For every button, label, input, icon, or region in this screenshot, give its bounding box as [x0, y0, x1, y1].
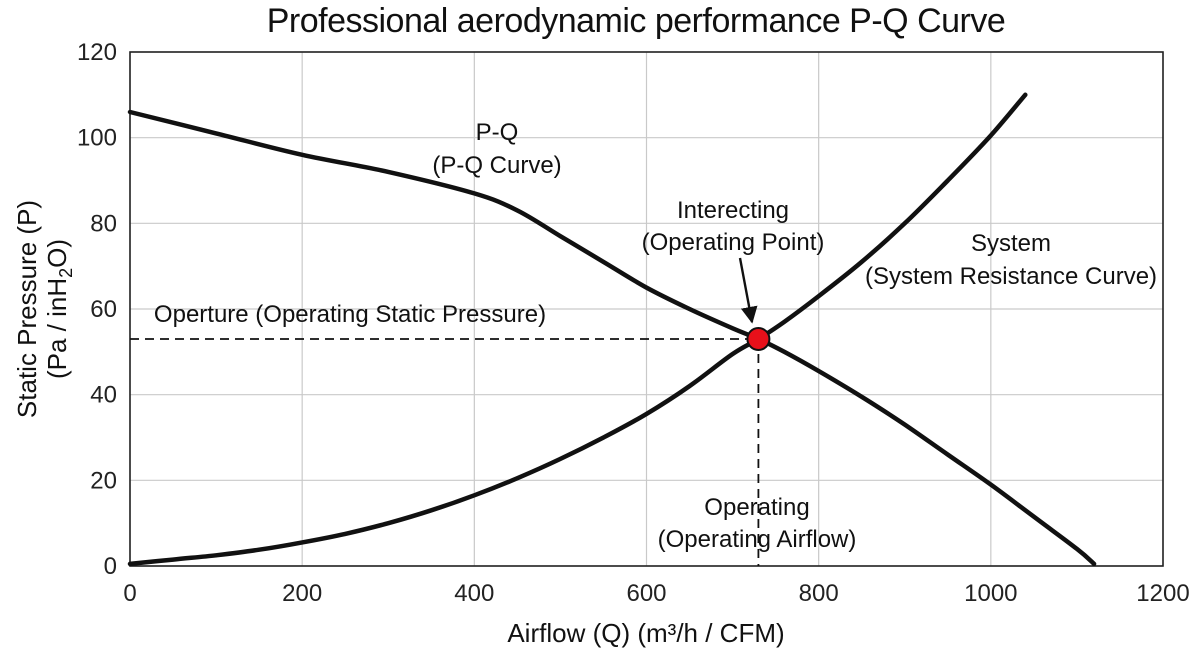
y-tick-label: 60 [90, 296, 117, 323]
y-axis-label-line2: (Pa / inH2O) [42, 239, 76, 379]
series-line-pq-curve [127, 109, 1097, 567]
x-axis-label: Airflow (Q) (m³/h / CFM) [507, 618, 784, 648]
x-axis-ticks: 0 200 400 600 800 1000 1200 [123, 580, 1189, 607]
operating-point-arrow [738, 257, 758, 324]
operating-airflow-label-line2: (Operating Airflow) [658, 526, 857, 553]
operating-point-marker [746, 326, 771, 351]
pq-curve-label-line1: P-Q [476, 119, 519, 146]
y-tick-label: 80 [90, 210, 117, 237]
y-axis-ticks: 0 20 40 60 80 100 120 [77, 39, 117, 580]
y-tick-label: 0 [104, 553, 117, 580]
x-tick-label: 600 [626, 580, 666, 607]
operating-point-label-line1: Interecting [677, 197, 789, 224]
x-tick-label: 1000 [964, 580, 1017, 607]
y-tick-label: 20 [90, 467, 117, 494]
y-tick-label: 120 [77, 39, 117, 66]
chart-title: Professional aerodynamic performance P-Q… [267, 2, 1006, 40]
y-axis-unit-subscript: 2 [56, 268, 76, 278]
operating-airflow-label-line1: Operating [704, 494, 809, 521]
x-tick-label: 400 [454, 580, 494, 607]
y-tick-label: 40 [90, 382, 117, 409]
y-axis-unit-suffix: O) [42, 239, 72, 268]
x-tick-label: 800 [799, 580, 839, 607]
system-curve-label-line1: System [971, 230, 1051, 257]
pq-curve-label-line2: (P-Q Curve) [432, 152, 561, 179]
operating-pressure-label: Operture (Operating Static Pressure) [154, 301, 546, 328]
y-axis-unit-prefix: (Pa / inH [42, 278, 72, 379]
plot-frame [129, 51, 1164, 567]
x-tick-label: 1200 [1136, 580, 1189, 607]
system-curve-label-line2: (System Resistance Curve) [865, 263, 1157, 290]
y-axis-label: Static Pressure (P) (Pa / inH2O) [12, 200, 76, 418]
y-tick-label: 100 [77, 125, 117, 152]
operating-point-label-line2: (Operating Point) [642, 229, 825, 256]
series-line-system-resistance [127, 92, 1028, 567]
x-tick-label: 0 [123, 580, 136, 607]
y-axis-label-line1: Static Pressure (P) [12, 200, 42, 418]
x-tick-label: 200 [282, 580, 322, 607]
